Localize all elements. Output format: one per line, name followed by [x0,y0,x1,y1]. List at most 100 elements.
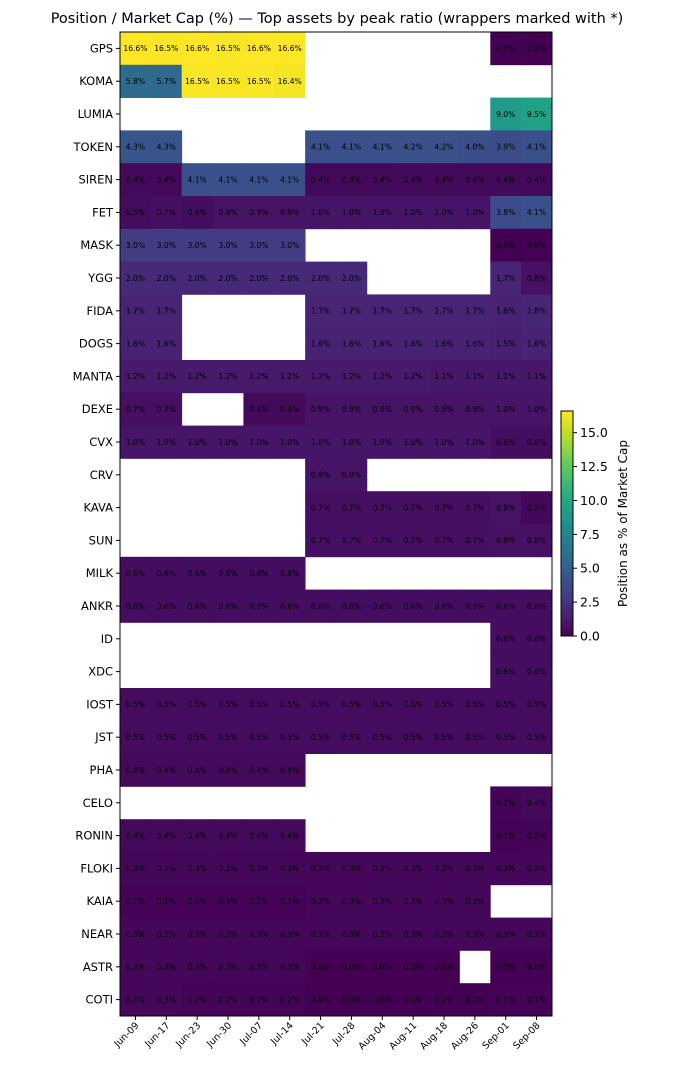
cell-value-label: 0.5% [527,733,546,742]
y-tick-label: NEAR [81,927,113,941]
cell-value-label: 0.4% [126,831,145,840]
plot-frame [119,31,553,1017]
cell-value-label: 0.3% [465,897,484,906]
heatmap-cell [212,425,244,459]
x-tick-label: Sep-08 [511,1020,542,1051]
heatmap-cell [150,294,183,328]
cell-value-label: 1.2% [187,372,206,381]
cell-value-label: 0.7% [434,503,453,512]
cell-value-label: 0.3% [403,930,422,939]
cell-value-label: 0.7% [342,536,361,545]
cell-value-label: 0.4% [187,766,206,775]
cell-value-label: 1.8% [527,307,546,316]
cell-value-label: 0.0% [403,963,422,972]
cell-value-label: 0.6% [280,569,299,578]
cell-value-label: 4.1% [249,175,268,184]
heatmap-cell [521,983,553,1017]
cell-value-label: 0.4% [126,766,145,775]
cell-value-label: 0.3% [157,963,176,972]
cell-value-label: 2.0% [157,274,176,283]
heatmap-cell [521,655,553,689]
cell-value-label: 0.3% [373,864,392,873]
heatmap-cell [459,524,491,558]
cell-value-label: 1.7% [157,307,176,316]
cell-value-label: 0.4% [373,175,392,184]
cell-value-label: 0.3% [187,930,206,939]
cell-value-label: 0.9% [342,405,361,414]
cell-value-label: 0.3% [126,963,145,972]
heatmap-cell [336,261,368,295]
heatmap-cell [490,852,522,886]
heatmap-cell [428,852,460,886]
cell-value-label: 0.4% [496,175,515,184]
heatmap-cell [459,327,491,361]
cell-value-label: 4.3% [157,143,176,152]
heatmap-cell [428,294,460,328]
heatmap-cell [181,852,213,886]
cell-value-label: 0.3% [373,930,392,939]
cell-value-label: 4.1% [311,143,330,152]
heatmap-cell [274,950,306,984]
cell-value-label: 1.6% [403,339,422,348]
heatmap-cell [274,852,306,886]
colorbar-tick-label: 5.0 [580,561,600,576]
cell-value-label: 0.1% [280,897,299,906]
heatmap-cell [120,294,152,328]
heatmap-cell [181,556,213,590]
heatmap-cell [120,196,152,230]
x-tick-label: Aug-11 [387,1020,419,1052]
cell-value-label: 0.4% [249,405,268,414]
y-tick-label: TOKEN [73,140,114,154]
heatmap-cell [459,163,491,197]
cell-value-label: 0.0% [403,995,422,1004]
heatmap-cell [428,327,460,361]
y-axis: GPS KOMA LUMIA TOKEN SIREN FET MASK YGG FIDA DOGS… [73,41,120,1007]
heatmap-cell [490,491,522,525]
cell-value-label: 0.1% [157,897,176,906]
y-tick-label: MILK [86,566,114,580]
cell-value-label: 1.6% [434,339,453,348]
heatmap-cell [150,852,183,886]
cell-value-label: 0.3% [527,864,546,873]
cell-value-label: 0.7% [465,503,484,512]
cell-value-label: 16.5% [247,77,271,86]
heatmap-cell [243,983,275,1017]
heatmap-cell [274,360,306,394]
y-tick-label: LUMIA [78,107,114,121]
heatmap-cell [459,884,491,918]
heatmap-cell [274,753,306,787]
heatmap-cell [521,360,553,394]
cell-value-label: 0.2% [249,995,268,1004]
heatmap-cell [120,163,152,197]
heatmap-cell [521,852,553,886]
y-tick-label: DOGS [79,337,113,351]
heatmap-cell [521,917,553,951]
heatmap-cell [336,589,368,623]
cell-value-label: 0.3% [465,930,484,939]
heatmap-cell [521,819,553,853]
heatmap-cell [336,852,368,886]
heatmap-cell [305,294,337,328]
cell-value-label: 16.5% [154,44,178,53]
cell-value-label: 1.0% [465,208,484,217]
heatmap-cell [120,261,152,295]
heatmap-cell [521,32,553,66]
heatmap-cell [366,524,399,558]
cell-value-label: 2.0% [280,274,299,283]
cell-value-label: 0.6% [434,602,453,611]
cell-value-label: 0.9% [311,471,330,480]
heatmap-cell [150,327,183,361]
cell-value-label: 0.6% [496,438,515,447]
heatmap-cell [490,327,522,361]
heatmap-cell [397,524,429,558]
heatmap-cell [305,360,337,394]
heatmap-cell [181,64,213,98]
cell-value-label: 1.2% [249,372,268,381]
heatmap-cell [181,589,213,623]
cell-value-label: 0.5% [373,733,392,742]
heatmap-cell [521,425,553,459]
cell-value-label: 0.5% [403,733,422,742]
cell-value-label: 0.6% [187,569,206,578]
cell-value-label: 0.5% [126,208,145,217]
cell-value-label: 0.7% [373,503,392,512]
